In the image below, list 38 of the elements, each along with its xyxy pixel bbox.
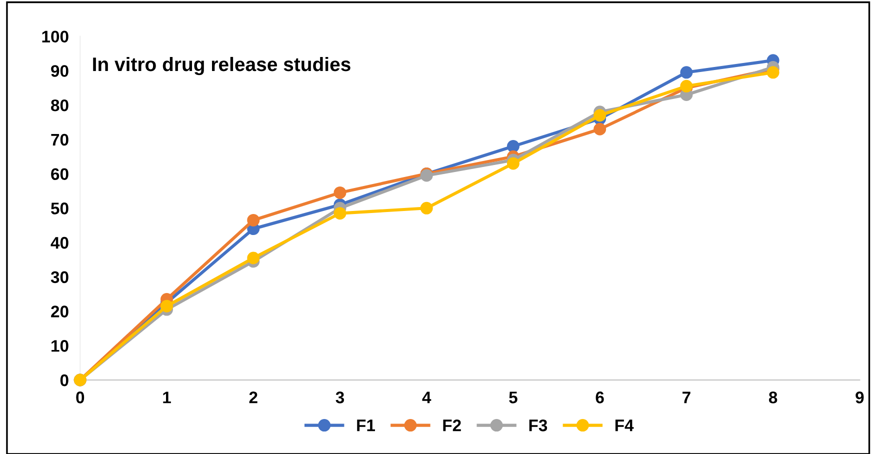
x-tick-label: 1 [163,392,171,404]
point [334,207,346,220]
x-tick-label: 7 [682,392,690,404]
x-tick-label: 6 [596,392,604,404]
y-tick-label: 30 [50,271,68,284]
point [766,66,780,79]
y-tick-label: 10 [52,340,68,352]
point [594,109,606,122]
y-tick-label: 0 [60,374,68,386]
point [420,202,433,214]
x-tick-label: 5 [509,392,518,404]
y-tick-label: 40 [50,236,68,249]
x-tick-label: 3 [336,392,344,404]
legend-label: F3 [529,419,548,432]
text: In vitro drug release studies [93,56,350,76]
point [334,186,346,199]
y-tick-label: 50 [50,202,68,214]
y-tick-label: 70 [51,134,68,146]
y-tick-label: 90 [51,65,68,77]
point [680,66,693,79]
y-tick-label: 60 [51,168,68,180]
point [506,140,520,153]
point [247,252,260,264]
legend-label: F2 [443,419,461,432]
legend-label: F1 [357,420,375,432]
y-tick-label: 20 [51,306,68,318]
x-tick-label: 9 [856,392,864,404]
x-tick-label: 0 [76,392,84,404]
point [160,300,173,312]
y-tick-label: 100 [42,30,68,43]
y-tick-label: 80 [51,99,68,112]
point [247,214,260,226]
x-tick-label: 4 [422,392,432,404]
x-tick-label: 2 [249,392,258,404]
point [594,122,606,136]
legend-label: F4 [615,420,634,432]
x-tick-label: 8 [768,392,778,404]
point [506,157,520,170]
